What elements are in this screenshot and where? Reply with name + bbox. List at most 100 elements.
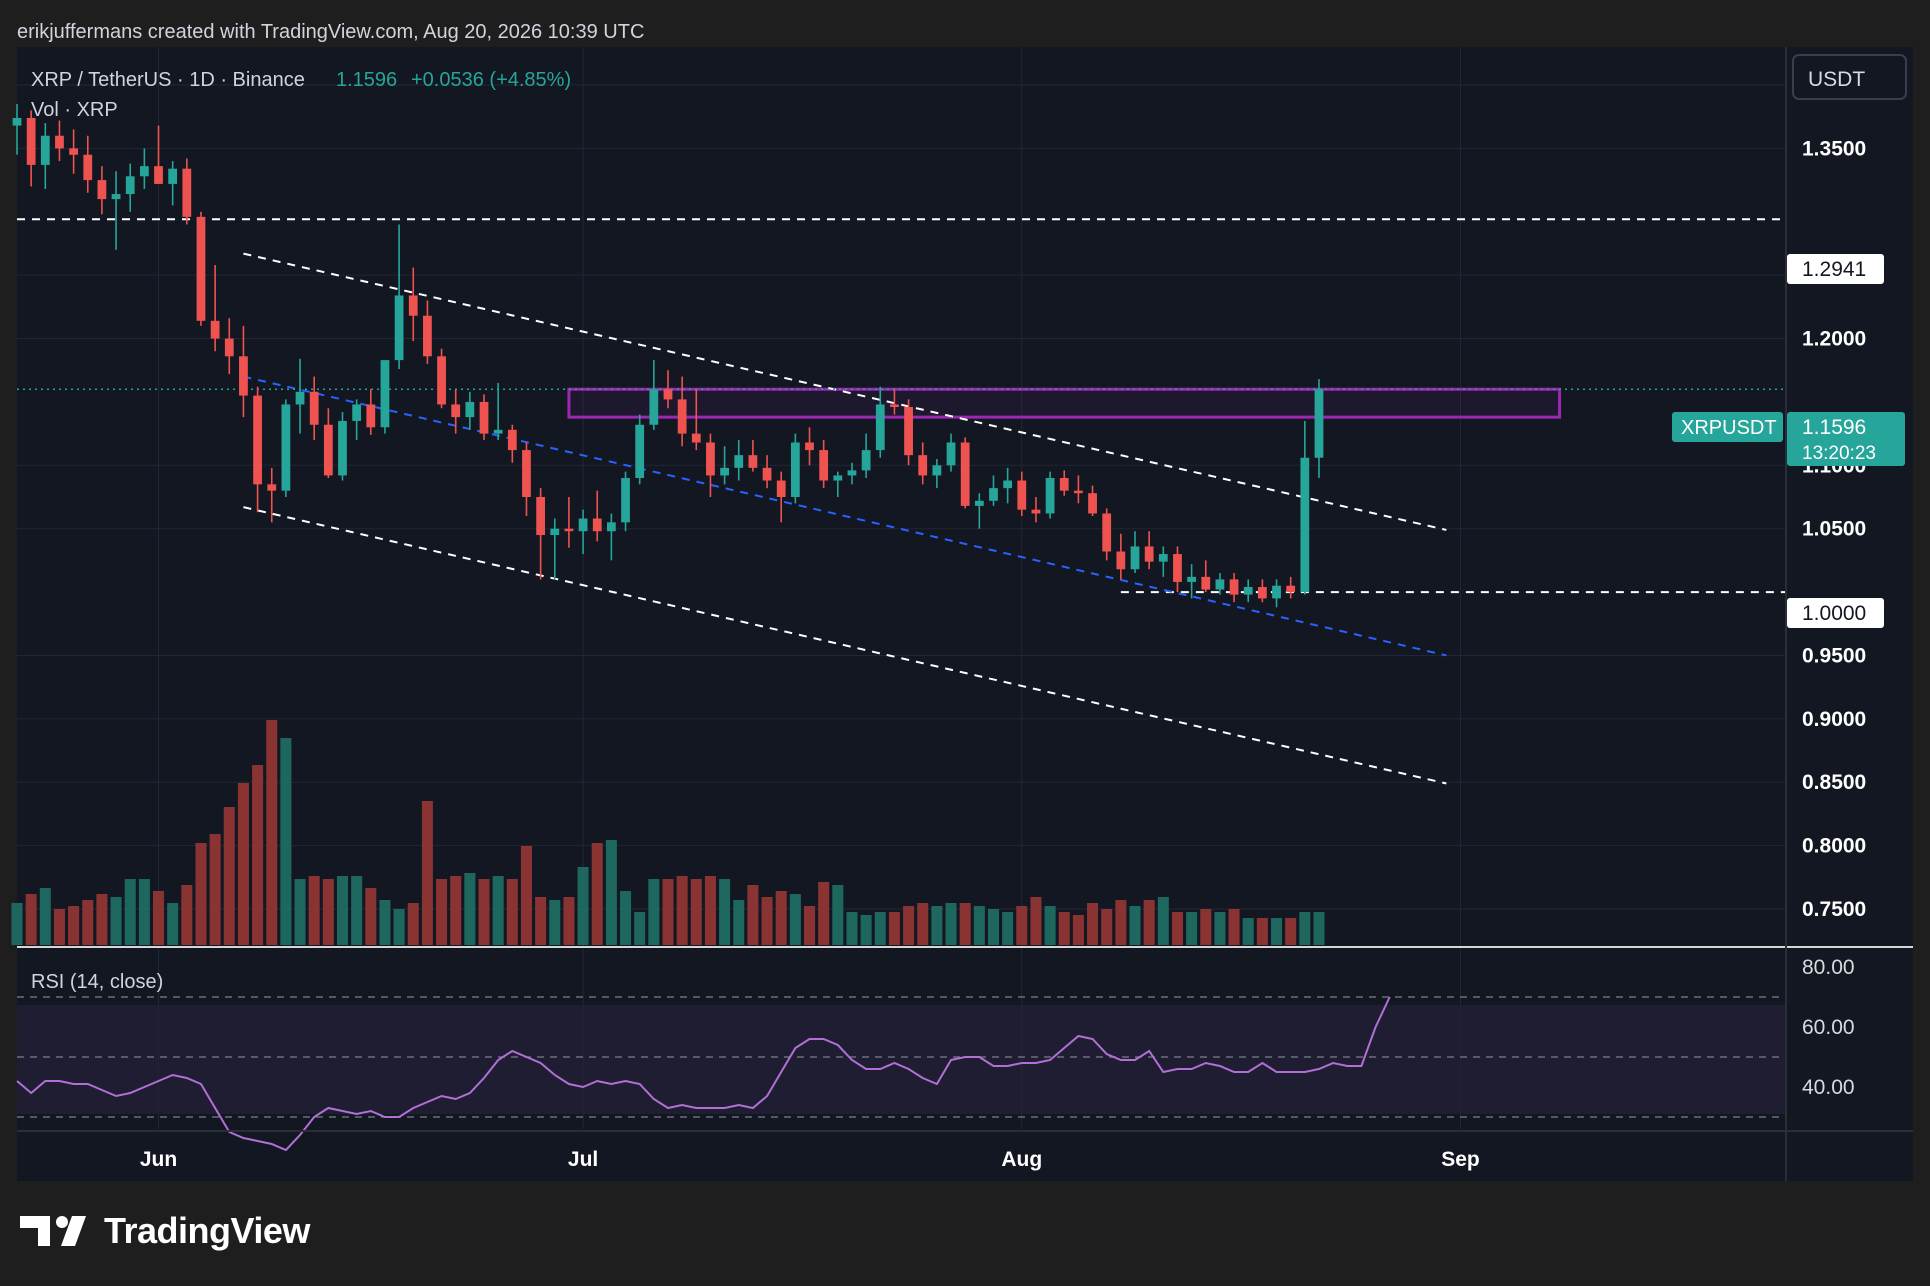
candle-body — [1074, 490, 1083, 494]
candle-body — [168, 168, 178, 184]
candle-body — [1229, 579, 1239, 595]
candle-body — [380, 360, 390, 428]
candle-body — [507, 429, 517, 451]
candle-body — [578, 518, 588, 532]
candle-body — [224, 338, 234, 357]
candle-body — [1158, 554, 1168, 562]
rsi-line — [16, 996, 1391, 1152]
tradingview-logo: TradingView — [20, 1210, 310, 1252]
candle-body — [1173, 554, 1182, 582]
candle-body — [309, 391, 319, 425]
bar-countdown: 13:20:23 — [1802, 443, 1876, 464]
volume-bar — [365, 888, 377, 945]
candle-body — [1003, 480, 1013, 489]
volume-bar — [1143, 900, 1155, 945]
candle-body — [479, 401, 489, 434]
volume-bar — [1030, 897, 1042, 945]
current-price-value: 1.1596 — [1802, 416, 1866, 439]
candle-body — [182, 168, 192, 217]
volume-legend: Vol · XRP — [31, 99, 118, 121]
candle-body — [1300, 457, 1310, 593]
volume-bar — [662, 879, 674, 945]
volume-bar — [68, 906, 80, 945]
attribution-text: erikjuffermans created with TradingView.… — [17, 21, 644, 43]
candle-body — [394, 295, 404, 361]
volume-bar — [379, 900, 391, 945]
volume-bar — [761, 897, 773, 945]
volume-bar — [322, 879, 334, 945]
currency-button[interactable] — [1792, 54, 1907, 100]
candle-body — [522, 450, 531, 497]
time-tick-label: Jun — [140, 1148, 177, 1171]
candle-body — [295, 391, 305, 405]
resistance-zone — [567, 387, 1562, 419]
volume-bar — [110, 897, 122, 945]
tradingview-logo-icon — [20, 1216, 86, 1246]
volume-bar — [577, 867, 589, 945]
price-tick-label: 1.2000 — [1802, 328, 1866, 351]
volume-bar — [266, 720, 278, 945]
grid-lines — [17, 47, 1786, 1129]
volume-bar — [903, 906, 915, 945]
volume-bar — [96, 894, 108, 945]
volume-bar — [888, 912, 900, 945]
candle-body — [833, 475, 843, 481]
candle-body — [1257, 587, 1267, 599]
candle-body — [451, 404, 461, 418]
candle-body — [592, 518, 602, 532]
volume-bar — [464, 873, 476, 945]
candle-body — [1272, 585, 1281, 599]
volume-bar — [237, 783, 249, 945]
price-tick-label: 1.0500 — [1802, 518, 1866, 541]
volume-bar — [775, 891, 787, 945]
volume-bars — [11, 720, 1325, 945]
volume-bar — [393, 909, 405, 945]
candle-body — [338, 420, 347, 476]
symbol-price-tag-text: XRPUSDT — [1681, 417, 1777, 439]
volume-bar — [917, 903, 929, 945]
volume-bar — [1171, 912, 1183, 945]
volume-bar — [704, 876, 716, 945]
candle-body — [55, 135, 64, 149]
volume-bar — [874, 912, 886, 945]
volume-bar — [209, 834, 221, 945]
volume-bar — [351, 876, 363, 945]
candle-body — [210, 320, 220, 339]
candle-body — [904, 407, 913, 456]
volume-bar — [945, 903, 957, 945]
tradingview-logo-text: TradingView — [104, 1210, 310, 1251]
time-tick-label: Aug — [1001, 1148, 1042, 1171]
candle-body — [40, 135, 50, 165]
candle-body — [890, 404, 899, 407]
volume-bar — [124, 879, 136, 945]
candle-body — [805, 442, 814, 451]
volume-bar — [563, 897, 575, 945]
candle-body — [1059, 477, 1069, 491]
candle-body — [861, 450, 871, 471]
candle-body — [776, 480, 786, 497]
candle-body — [635, 424, 645, 478]
volume-bar — [803, 906, 816, 945]
volume-bar — [634, 912, 646, 945]
volume-bar — [733, 900, 745, 945]
candle-body — [550, 528, 560, 536]
volume-bar — [181, 885, 193, 945]
currency-button-label: USDT — [1808, 68, 1865, 91]
rsi-legend: RSI (14, close) — [31, 971, 163, 993]
time-tick-label: Sep — [1441, 1148, 1480, 1171]
volume-bar — [1087, 903, 1099, 945]
volume-bar — [605, 840, 617, 945]
volume-bar — [1002, 912, 1014, 945]
candle-body — [1314, 389, 1324, 458]
candle-body — [281, 404, 291, 491]
volume-bar — [1101, 909, 1113, 945]
level-label-2 — [1787, 598, 1884, 628]
candle-body — [790, 442, 800, 497]
candle-body — [1031, 509, 1041, 514]
candle-body — [847, 470, 857, 476]
volume-bar — [520, 846, 532, 945]
volume-bar — [1271, 918, 1283, 945]
volume-bar — [1058, 912, 1070, 945]
